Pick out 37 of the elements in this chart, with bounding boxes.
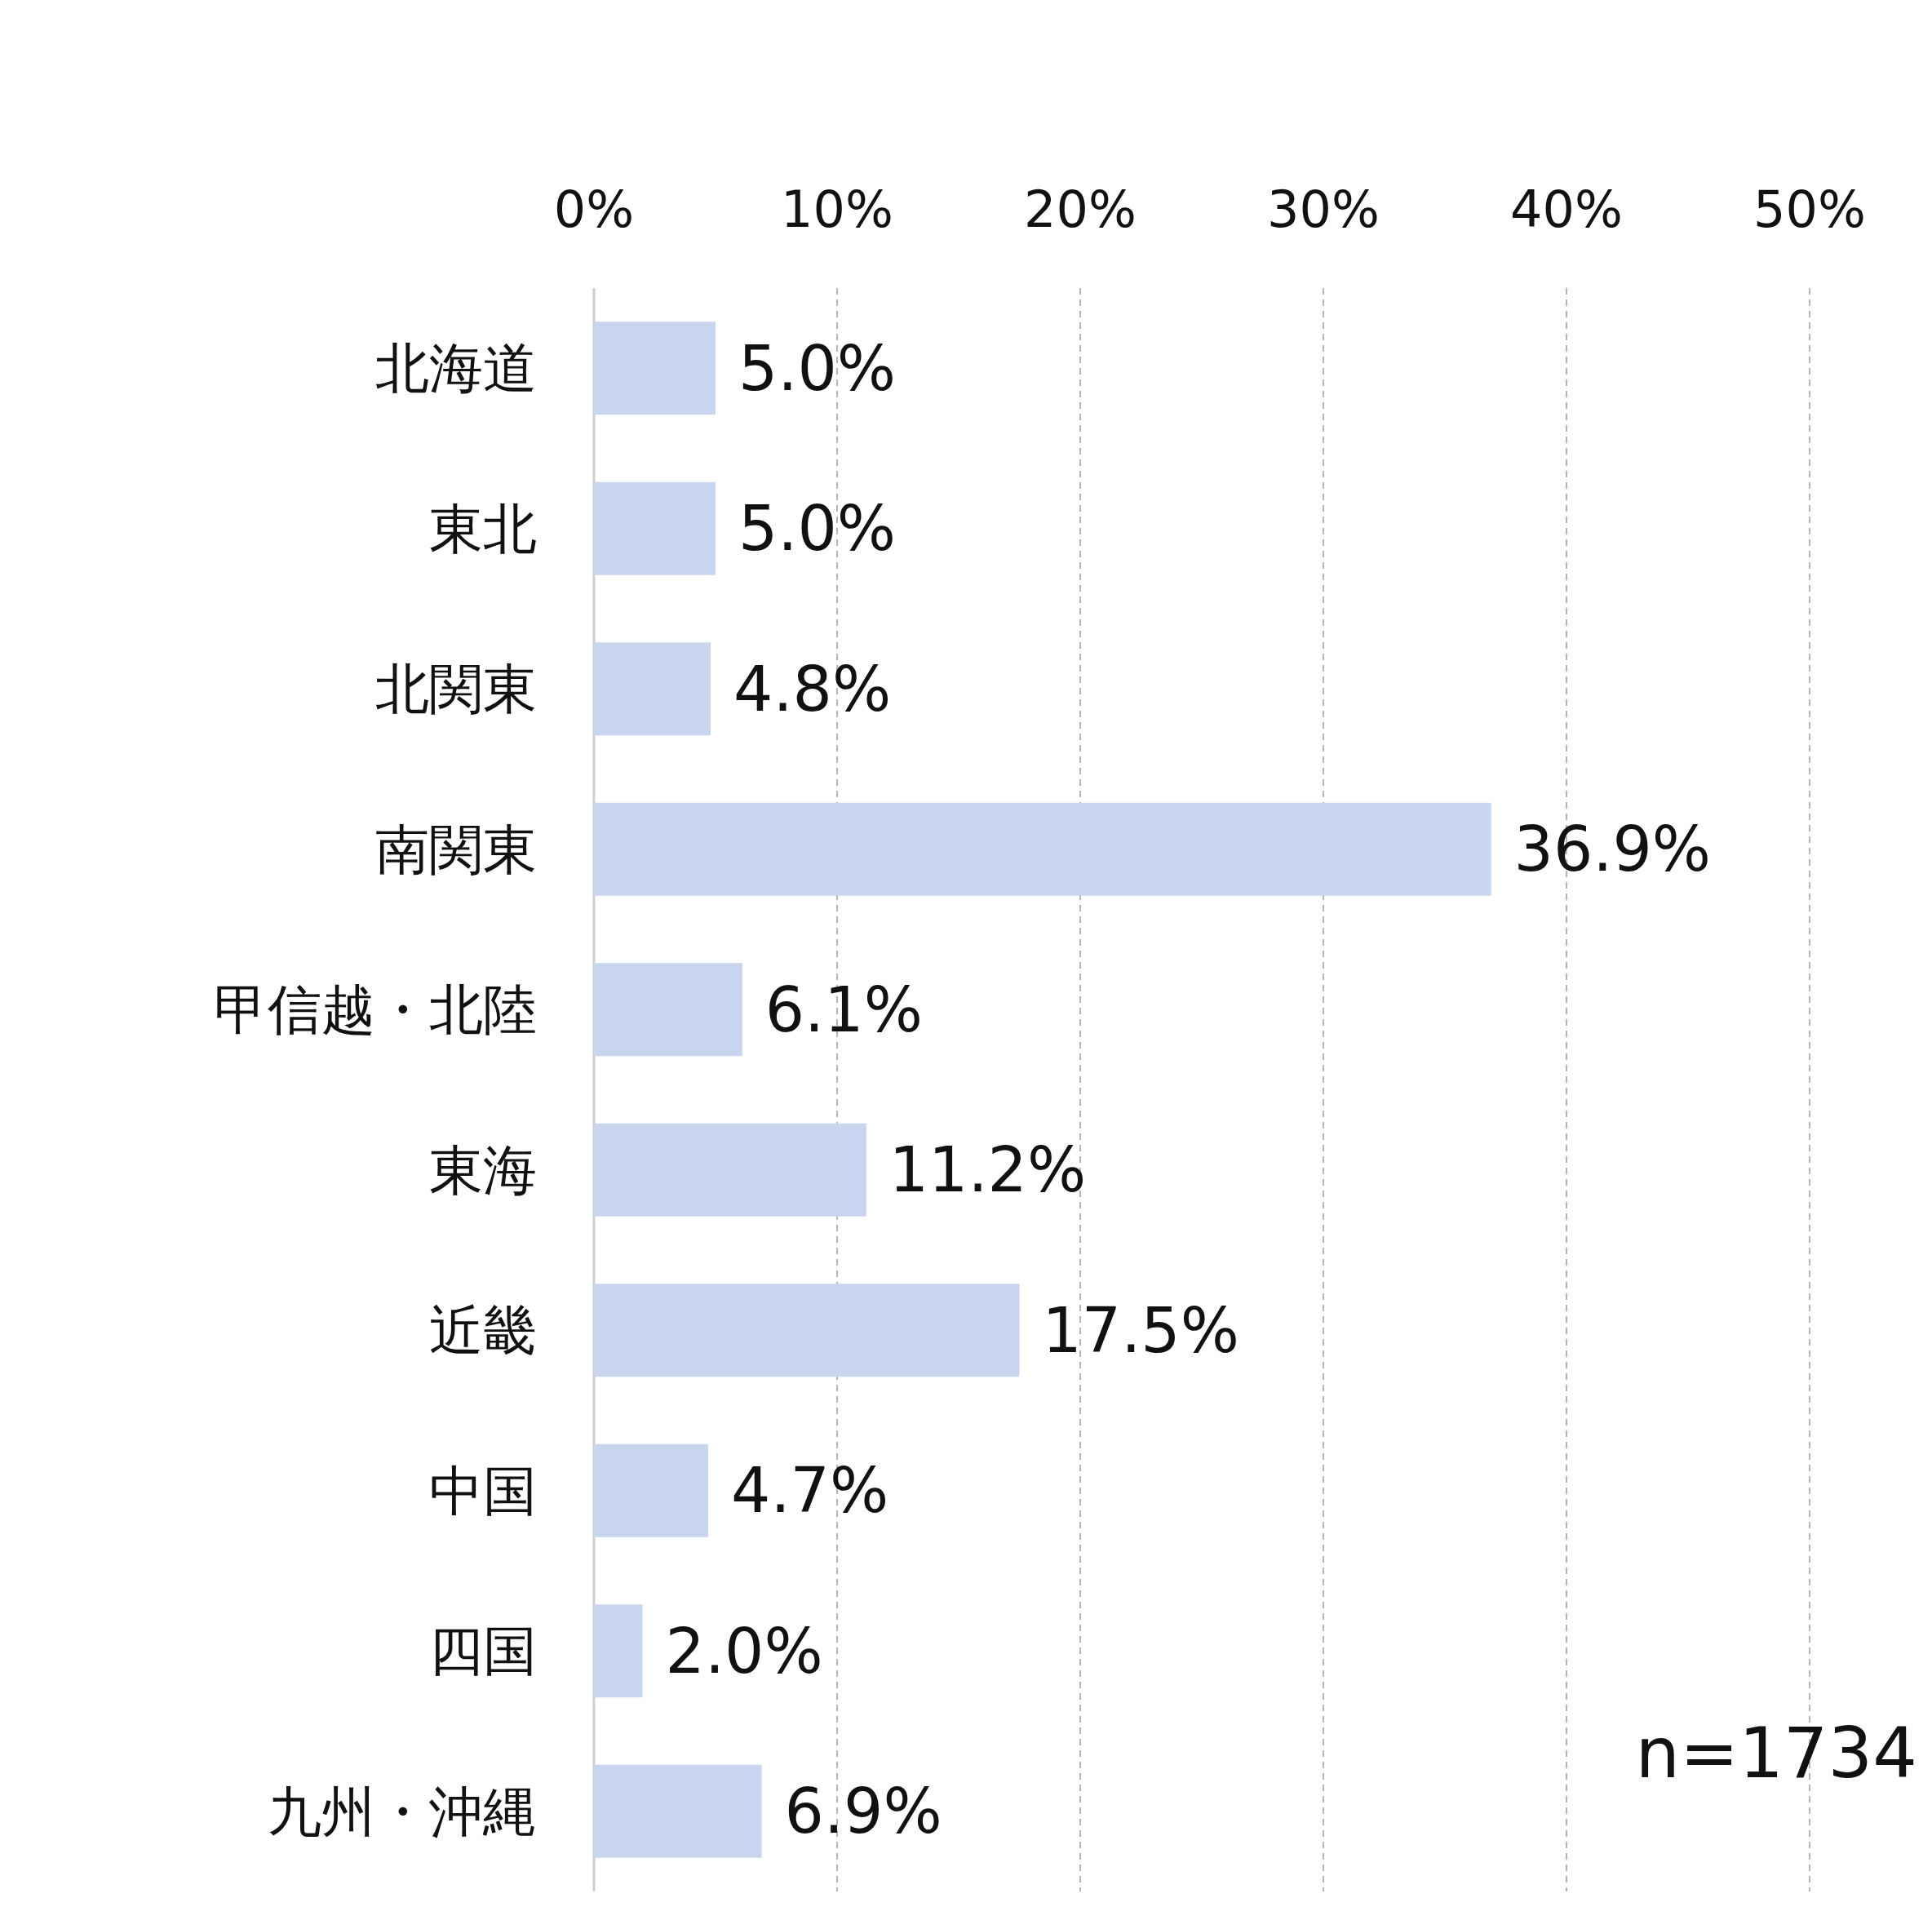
y-tick-label: 東北 bbox=[429, 497, 537, 561]
x-tick-label: 10% bbox=[781, 180, 893, 239]
x-tick-label: 20% bbox=[1024, 180, 1137, 239]
data-label: 4.8% bbox=[733, 652, 892, 725]
bar bbox=[594, 1443, 709, 1537]
bar bbox=[594, 1123, 866, 1217]
bar bbox=[594, 963, 742, 1057]
x-tick-label: 0% bbox=[553, 180, 635, 239]
y-tick-label: 甲信越・北陸 bbox=[214, 978, 537, 1042]
bar bbox=[594, 802, 1491, 896]
y-tick-label: 近畿 bbox=[429, 1299, 537, 1363]
data-label: 6.9% bbox=[784, 1775, 942, 1848]
annotation: n=1734 bbox=[1635, 1712, 1917, 1794]
bar bbox=[594, 1764, 762, 1858]
y-tick-label: 北関東 bbox=[375, 658, 537, 721]
bar bbox=[594, 1284, 1020, 1377]
y-tick-label: 東海 bbox=[429, 1138, 537, 1202]
y-tick-label: 南関東 bbox=[375, 818, 537, 881]
data-label: 5.0% bbox=[738, 492, 897, 565]
x-tick-label: 30% bbox=[1267, 180, 1380, 239]
x-tick-label: 50% bbox=[1753, 180, 1866, 239]
bar bbox=[594, 642, 711, 736]
data-label: 17.5% bbox=[1042, 1293, 1239, 1367]
y-tick-label: 中国 bbox=[429, 1459, 537, 1523]
bar bbox=[594, 481, 716, 575]
x-tick-label: 40% bbox=[1510, 180, 1623, 239]
y-tick-label: 四国 bbox=[429, 1620, 537, 1683]
data-label: 11.2% bbox=[888, 1133, 1087, 1207]
data-label: 5.0% bbox=[738, 331, 897, 405]
data-label: 36.9% bbox=[1513, 813, 1712, 886]
y-tick-label: 北海道 bbox=[375, 337, 537, 401]
data-label: 4.7% bbox=[731, 1454, 889, 1528]
bar bbox=[594, 1604, 643, 1698]
y-tick-label: 九州・沖縄 bbox=[268, 1780, 537, 1843]
data-label: 2.0% bbox=[665, 1614, 823, 1687]
data-label: 6.1% bbox=[764, 973, 923, 1046]
bar bbox=[594, 322, 716, 415]
